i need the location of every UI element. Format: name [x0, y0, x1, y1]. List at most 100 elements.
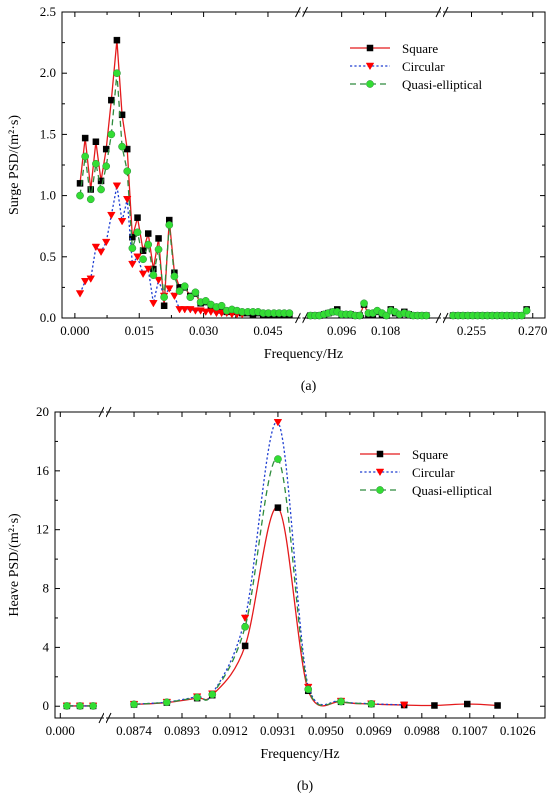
- data-point: [170, 272, 179, 281]
- data-point: [154, 245, 163, 254]
- data-point: [149, 271, 158, 280]
- data-point: [86, 195, 95, 204]
- data-point: [144, 230, 152, 237]
- legend-label: Circular: [412, 465, 455, 480]
- legend-marker: [366, 44, 374, 52]
- axis-break-mark: [105, 712, 112, 724]
- x-tick-label: 0.0988: [404, 723, 440, 738]
- data-point: [431, 702, 438, 709]
- data-point: [80, 278, 90, 286]
- data-point: [107, 211, 116, 220]
- axis-break-mark: [442, 6, 449, 18]
- x-tick-label: 0.0931: [260, 723, 296, 738]
- data-point: [273, 419, 283, 427]
- legend-marker: [375, 468, 385, 477]
- data-point: [160, 302, 168, 310]
- series-line: [79, 73, 290, 314]
- series-line: [133, 458, 372, 706]
- data-point: [96, 248, 106, 257]
- data-point: [165, 285, 174, 293]
- data-point: [92, 159, 100, 168]
- y-tick-label: 20: [36, 404, 49, 419]
- x-tick-label: 0.270: [518, 323, 547, 338]
- x-tick-label: 0.045: [253, 323, 282, 338]
- data-point: [139, 255, 147, 264]
- series-square: [63, 504, 501, 710]
- data-point: [117, 218, 127, 226]
- data-point: [91, 243, 101, 252]
- legend-label: Square: [412, 447, 448, 462]
- data-point: [170, 292, 179, 301]
- series-line: [133, 506, 498, 707]
- legend-label: Square: [402, 41, 438, 56]
- axis-break-mark: [302, 6, 308, 18]
- data-point: [122, 196, 132, 204]
- x-tick-label: 0.1007: [452, 723, 488, 738]
- legend-label: Quasi-elliptical: [402, 77, 483, 92]
- data-point: [208, 690, 217, 699]
- plot-frame: [61, 11, 546, 319]
- y-tick-label: 4: [43, 639, 50, 654]
- y-tick-label: 0: [43, 698, 50, 713]
- data-point: [102, 162, 111, 171]
- data-point: [81, 134, 89, 142]
- axis-break-mark: [105, 406, 112, 418]
- data-point: [241, 622, 249, 631]
- series-circular: [75, 182, 247, 319]
- y-tick-label: 16: [36, 463, 50, 478]
- axis-break-mark: [98, 712, 105, 724]
- x-axis-label: Frequency/Hz: [264, 347, 343, 362]
- data-point: [522, 306, 531, 315]
- y-tick-label: 1.0: [40, 188, 56, 203]
- axis-break-gap: [441, 312, 443, 324]
- data-point: [304, 685, 313, 694]
- data-point: [108, 96, 115, 104]
- chart-panel-a: 0.0 0.5 1.0 1.5 2.0 2.5 0.000 0.015 0.030 0.045 0.…: [7, 4, 547, 394]
- data-point: [144, 265, 153, 274]
- x-tick-label: 0.0893: [164, 723, 200, 738]
- x-tick-label: 0.0912: [212, 723, 248, 738]
- x-tick-label: 0.000: [60, 323, 89, 338]
- x-tick-label: 0.015: [125, 323, 154, 338]
- data-point: [87, 186, 94, 193]
- axis-break-mark: [435, 312, 442, 324]
- data-point: [130, 700, 138, 709]
- data-point: [133, 253, 142, 261]
- legend-label: Quasi-elliptical: [412, 483, 493, 498]
- axis-break-gap: [104, 406, 106, 418]
- legend-marker: [376, 486, 384, 494]
- data-point: [75, 290, 85, 298]
- legend-marker: [365, 62, 375, 71]
- data-point: [367, 700, 376, 708]
- data-point: [138, 270, 148, 279]
- x-tick-label: 0.255: [457, 323, 486, 338]
- panel-label: (b): [297, 779, 314, 794]
- data-point: [241, 642, 249, 650]
- chart-panel-b: 0 4 8 12 16 20 0.000 0.0874 0.0893 0.0912 0.0931 0.…: [7, 404, 546, 794]
- data-point: [155, 235, 162, 242]
- axis-break-gap: [300, 6, 303, 18]
- data-point: [81, 152, 90, 161]
- data-point: [154, 276, 163, 285]
- axis-break-mark: [302, 312, 308, 324]
- data-point: [193, 693, 201, 702]
- data-point: [144, 240, 153, 249]
- data-point: [186, 293, 195, 302]
- data-point: [274, 504, 282, 511]
- data-point: [165, 221, 174, 229]
- data-point: [175, 287, 184, 295]
- data-point: [517, 311, 526, 320]
- data-point: [191, 288, 200, 297]
- data-point: [118, 142, 126, 151]
- data-point: [399, 701, 409, 710]
- x-tick-label: 0.0950: [308, 723, 344, 738]
- legend: Square Circular Quasi-elliptical: [360, 447, 493, 498]
- data-point: [89, 702, 98, 710]
- data-point: [201, 308, 210, 316]
- data-point: [128, 260, 137, 269]
- data-point: [97, 185, 105, 194]
- data-point: [382, 311, 391, 320]
- x-tick-label: 0.030: [189, 323, 218, 338]
- axis-break-gap: [104, 712, 106, 724]
- data-point: [113, 36, 121, 44]
